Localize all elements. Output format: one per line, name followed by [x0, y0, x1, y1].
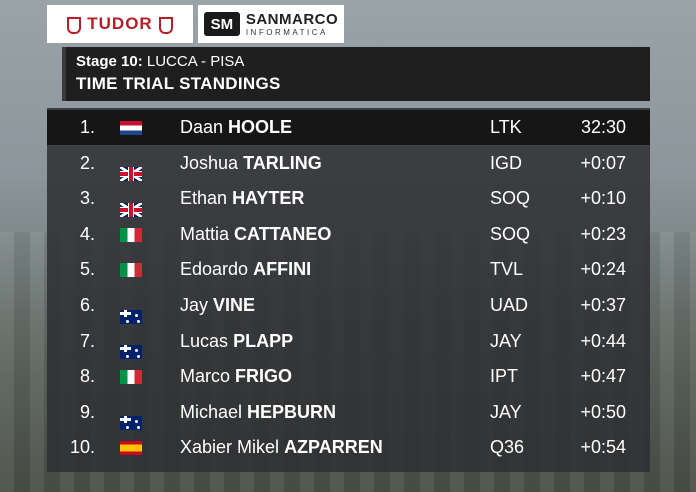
rank: 9.	[79, 401, 95, 422]
time-gap: +0:54	[580, 437, 626, 458]
team-code: SOQ	[490, 188, 531, 209]
rank: 5.	[79, 259, 95, 280]
rider-first-name: Xabier Mikel	[180, 437, 280, 458]
team-code: IPT	[490, 366, 519, 387]
country-flag-icon	[120, 121, 142, 135]
rank: 10.	[69, 437, 95, 458]
team-code: IGD	[490, 152, 523, 173]
sanmarco-subtitle: INFORMATICA	[245, 27, 328, 37]
team-code: JAY	[490, 401, 522, 422]
rider-surname: FRIGO	[235, 366, 293, 387]
country-flag-icon	[120, 309, 142, 324]
table-row: 9. Michael HEPBURN JAY +0:50	[47, 395, 650, 431]
sanmarco-mark-icon: SM	[203, 12, 240, 36]
tudor-shield-icon	[158, 16, 173, 34]
standings-table: 1. Daan HOOLE LTK 32:30 2. Joshua TARLING IGD +…	[47, 108, 650, 472]
time-gap: +0:44	[580, 330, 626, 351]
rider-surname: PLAPP	[233, 330, 294, 351]
rank: 3.	[79, 188, 95, 209]
rider-first-name: Michael	[180, 401, 243, 422]
sponsor-bar: TUDOR SM SANMARCO INFORMATICA	[47, 5, 344, 43]
standings-header: Stage 10: LUCCA - PISA TIME TRIAL STANDI…	[62, 47, 650, 101]
stage-line: Stage 10: LUCCA - PISA	[76, 53, 650, 70]
sanmarco-name: SANMARCO	[245, 10, 339, 28]
rider-first-name: Joshua	[180, 152, 239, 173]
time-gap: +0:37	[580, 295, 626, 315]
table-row: 4. Mattia CATTANEO SOQ +0:23	[47, 217, 650, 252]
rider-surname: HEPBURN	[247, 401, 337, 422]
rider-name: Mattia CATTANEO	[180, 224, 331, 245]
team-code: UAD	[490, 295, 529, 315]
tudor-shield-icon	[67, 16, 82, 34]
rank: 2.	[79, 152, 95, 173]
rider-surname: HAYTER	[232, 188, 305, 209]
team-code: Q36	[490, 437, 525, 458]
rider-first-name: Lucas	[180, 330, 229, 351]
rank: 4.	[79, 223, 95, 244]
table-row: 5. Edoardo AFFINI TVL +0:24	[47, 252, 650, 287]
table-row: 10. Xabier Mikel AZPARREN Q36 +0:54	[47, 430, 650, 465]
rider-name: Lucas PLAPP	[180, 331, 293, 352]
rider-name: Marco FRIGO	[180, 366, 292, 387]
rider-name: Joshua TARLING	[180, 153, 322, 174]
rider-first-name: Marco	[180, 366, 231, 387]
rank: 6.	[79, 295, 95, 315]
sanmarco-logo: SM SANMARCO INFORMATICA	[198, 5, 344, 43]
country-flag-icon	[120, 345, 142, 360]
team-code: JAY	[490, 330, 522, 351]
table-row: 3. Ethan HAYTER SOQ +0:10	[47, 181, 650, 217]
rider-surname: VINE	[213, 295, 256, 315]
rider-name: Daan HOOLE	[180, 117, 292, 138]
rank: 7.	[79, 330, 95, 351]
time-gap: +0:23	[580, 223, 626, 244]
table-row: 6. Jay VINE UAD +0:37	[47, 288, 650, 324]
table-row: 1. Daan HOOLE LTK 32:30	[47, 110, 650, 145]
rider-surname: CATTANEO	[234, 223, 332, 244]
table-row: 8. Marco FRIGO IPT +0:47	[47, 359, 650, 394]
table-row: 2. Joshua TARLING IGD +0:07	[47, 146, 650, 182]
rider-name: Michael HEPBURN	[180, 402, 336, 423]
table-row: 7. Lucas PLAPP JAY +0:44	[47, 324, 650, 360]
country-flag-icon	[120, 416, 142, 431]
stage-label: Stage 10:	[76, 53, 143, 70]
country-flag-icon	[120, 441, 142, 456]
rider-first-name: Daan	[180, 117, 224, 137]
rider-first-name: Edoardo	[180, 259, 249, 280]
country-flag-icon	[120, 202, 142, 217]
rider-surname: AZPARREN	[284, 437, 383, 458]
team-code: LTK	[490, 117, 522, 137]
time-gap: +0:24	[580, 259, 626, 280]
country-flag-icon	[120, 227, 142, 242]
tudor-logo: TUDOR	[47, 5, 193, 43]
country-flag-icon	[120, 370, 142, 385]
team-code: TVL	[490, 259, 524, 280]
time-gap: 32:30	[580, 117, 626, 137]
time-gap: +0:47	[580, 366, 626, 387]
rider-first-name: Mattia	[180, 223, 230, 244]
country-flag-icon	[120, 167, 142, 182]
time-gap: +0:50	[580, 401, 626, 422]
rider-first-name: Ethan	[180, 188, 228, 209]
rider-surname: HOOLE	[228, 117, 293, 137]
rank: 1.	[79, 117, 95, 137]
rider-name: Jay VINE	[180, 295, 255, 316]
tudor-wordmark: TUDOR	[87, 14, 153, 33]
country-flag-icon	[120, 263, 142, 278]
rider-surname: AFFINI	[253, 259, 312, 280]
rider-name: Ethan HAYTER	[180, 188, 304, 209]
rank: 8.	[79, 366, 95, 387]
team-code: SOQ	[490, 223, 531, 244]
stage-route: LUCCA - PISA	[146, 53, 245, 70]
time-gap: +0:07	[580, 152, 626, 173]
rider-surname: TARLING	[243, 152, 322, 173]
page-title: TIME TRIAL STANDINGS	[76, 74, 281, 93]
rider-name: Edoardo AFFINI	[180, 259, 311, 280]
time-gap: +0:10	[580, 188, 626, 209]
rider-first-name: Jay	[180, 295, 209, 315]
rider-name: Xabier Mikel AZPARREN	[180, 437, 383, 458]
